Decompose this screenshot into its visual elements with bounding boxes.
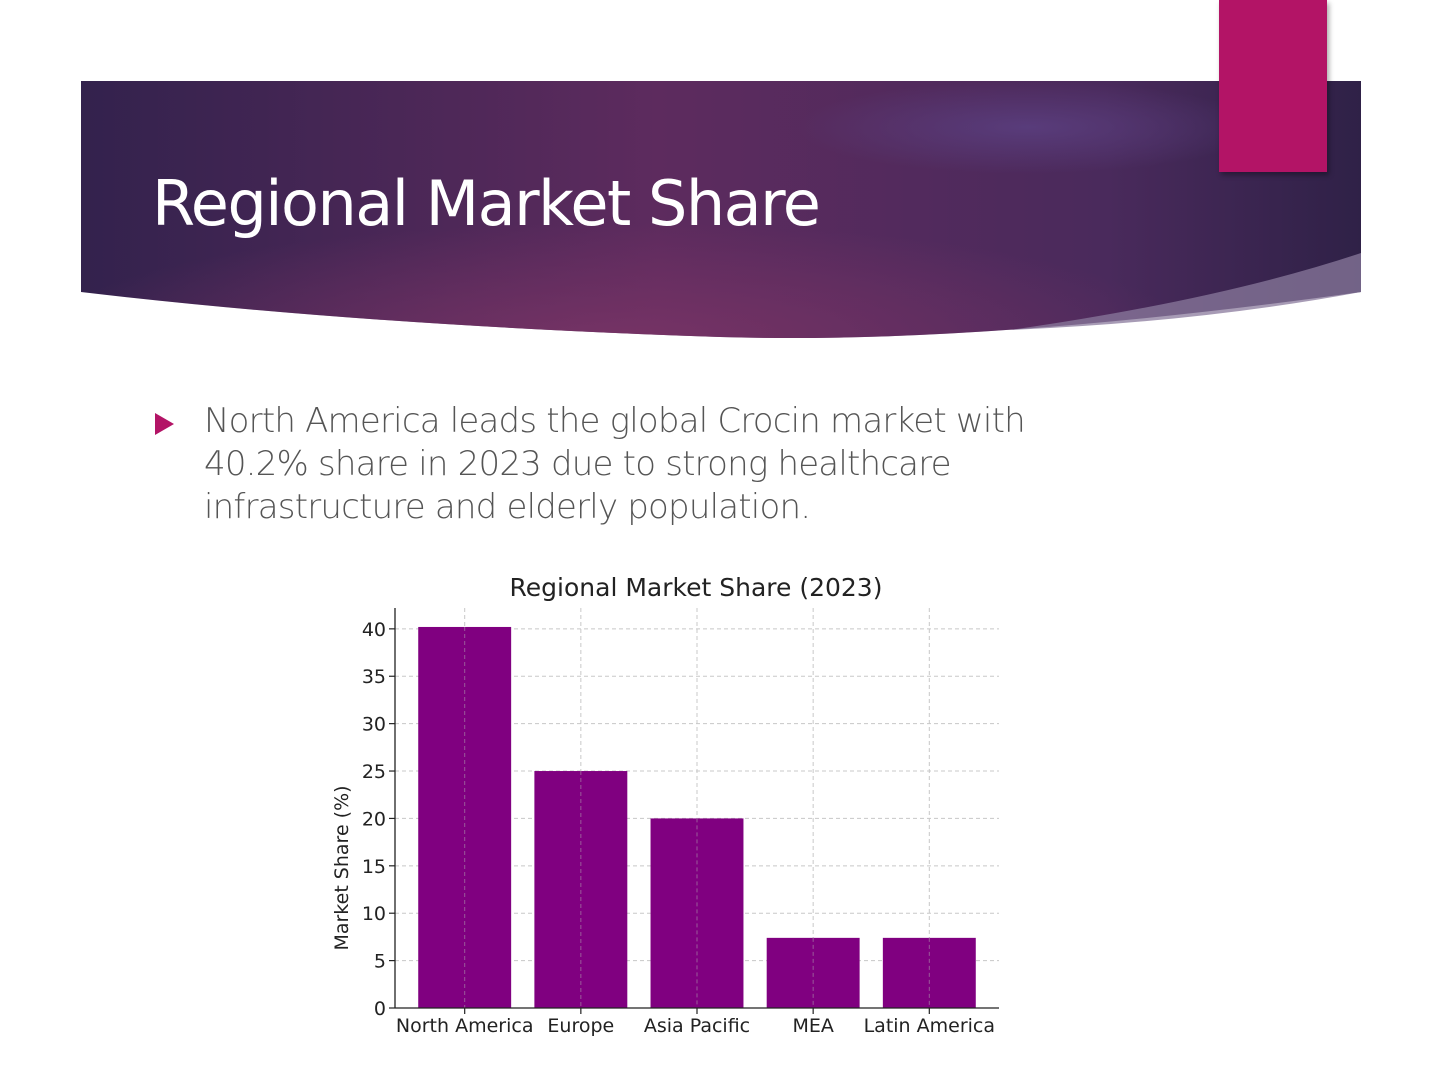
y-tick-label: 30	[362, 714, 386, 736]
y-tick-label: 10	[362, 903, 386, 925]
y-tick-label: 15	[362, 856, 386, 878]
bullet-arrow-icon	[155, 413, 174, 435]
x-tick-label: MEA	[792, 1015, 833, 1037]
bar-chart: Regional Market Share (2023) Market Shar…	[331, 573, 999, 1037]
y-tick-label: 5	[374, 951, 386, 973]
accent-tab	[1219, 0, 1327, 172]
x-tick-label: Latin America	[864, 1015, 995, 1037]
y-tick-label: 20	[362, 808, 386, 830]
y-tick-label: 0	[374, 998, 386, 1020]
chart-title: Regional Market Share (2023)	[510, 573, 883, 602]
bullet-text: North America leads the global Crocin ma…	[204, 401, 1026, 527]
x-tick-label: Europe	[547, 1015, 614, 1037]
y-tick-label: 25	[362, 761, 386, 783]
x-tick-label: Asia Pacific	[644, 1015, 750, 1037]
y-tick-label: 40	[362, 619, 386, 641]
y-axis-label: Market Share (%)	[331, 785, 353, 950]
x-tick-label: North America	[396, 1015, 534, 1037]
y-tick-label: 35	[362, 666, 386, 688]
title-banner	[81, 81, 1361, 339]
slide-title: Regional Market Share	[152, 167, 821, 240]
